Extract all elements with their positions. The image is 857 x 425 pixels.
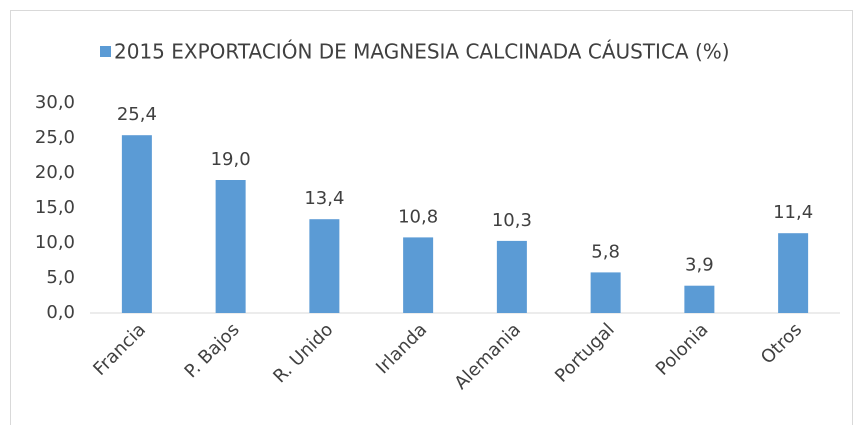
bar — [121, 135, 152, 313]
y-tick-label: 10,0 — [35, 232, 75, 253]
bar — [684, 285, 715, 313]
data-label: 13,4 — [304, 188, 344, 209]
data-label: 10,8 — [398, 206, 438, 227]
bar — [496, 240, 527, 313]
bar — [309, 219, 340, 313]
data-label: 19,0 — [211, 149, 251, 170]
legend-swatch — [100, 46, 111, 57]
y-tick-label: 25,0 — [35, 127, 75, 148]
bar — [403, 237, 434, 313]
data-label: 3,9 — [685, 255, 714, 276]
bar — [590, 272, 621, 313]
legend-label: 2015 EXPORTACIÓN DE MAGNESIA CALCINADA C… — [114, 40, 730, 64]
bar — [215, 180, 246, 313]
y-tick-label: 15,0 — [35, 197, 75, 218]
data-label: 5,8 — [591, 241, 620, 262]
data-label: 25,4 — [117, 104, 157, 125]
y-tick-label: 30,0 — [35, 92, 75, 113]
data-label: 11,4 — [773, 202, 813, 223]
y-tick-label: 0,0 — [46, 302, 75, 323]
y-tick-label: 5,0 — [46, 267, 75, 288]
bar — [778, 233, 809, 313]
y-tick-label: 20,0 — [35, 162, 75, 183]
data-label: 10,3 — [492, 210, 532, 231]
